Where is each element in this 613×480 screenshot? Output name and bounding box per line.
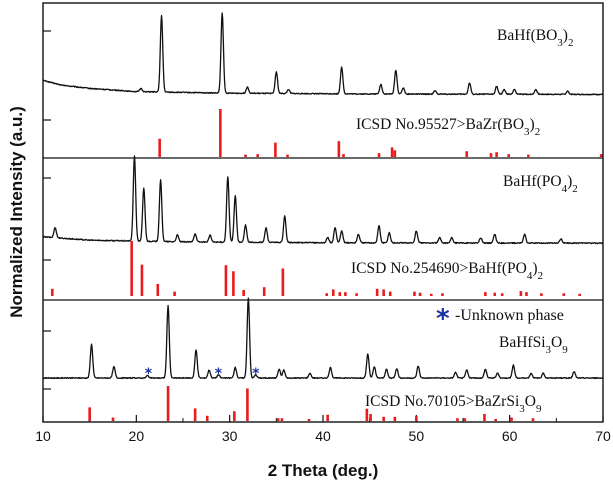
x-tick-label: 10 bbox=[35, 428, 51, 444]
x-axis-ticks: 10 20 30 40 50 60 70 bbox=[35, 415, 611, 444]
unknown-phase-marker: * bbox=[215, 366, 223, 382]
unknown-phase-legend: * -Unknown phase bbox=[436, 304, 564, 334]
x-tick-label: 50 bbox=[409, 428, 425, 444]
y-axis-ticks bbox=[43, 30, 51, 390]
plot-frame bbox=[42, 2, 604, 423]
sample-label: BaHf(BO3)2 bbox=[497, 27, 573, 49]
sample-label: BaHf(PO4)2 bbox=[503, 173, 578, 195]
pattern-line bbox=[42, 297, 604, 380]
unknown-phase-marker: * bbox=[252, 366, 260, 382]
pattern-line bbox=[42, 155, 604, 245]
pattern-line bbox=[42, 12, 604, 96]
pattern-labels: BaHf(BO3)2 ICSD No.95527>BaZr(BO3)2 BaHf(P… bbox=[351, 27, 578, 415]
sample-label: BaHfSi3O9 bbox=[499, 334, 568, 356]
x-axis-title: 2 Theta (deg.) bbox=[268, 461, 379, 480]
unknown-phase-symbol: * bbox=[436, 304, 450, 334]
x-tick-label: 70 bbox=[595, 428, 611, 444]
panel-separator-lines bbox=[43, 157, 603, 301]
unknown-phase-marker: * bbox=[145, 366, 153, 382]
measured-patterns bbox=[42, 12, 604, 380]
unknown-phase-text: -Unknown phase bbox=[455, 307, 564, 324]
x-tick-label: 20 bbox=[129, 428, 145, 444]
reference-label: ICSD No.70105>BaZrSi3O9 bbox=[365, 393, 542, 415]
reference-sticks bbox=[51, 109, 603, 421]
reference-label: ICSD No.254690>BaHf(PO4)2 bbox=[351, 260, 543, 282]
x-tick-label: 60 bbox=[502, 428, 518, 444]
x-tick-label: 30 bbox=[222, 428, 238, 444]
reference-label: ICSD No.95527>BaZr(BO3)2 bbox=[356, 116, 540, 138]
y-axis-title: Normalized Intensity (a.u.) bbox=[7, 106, 26, 318]
x-tick-label: 40 bbox=[315, 428, 331, 444]
unknown-phase-markers: * * * bbox=[145, 366, 260, 382]
